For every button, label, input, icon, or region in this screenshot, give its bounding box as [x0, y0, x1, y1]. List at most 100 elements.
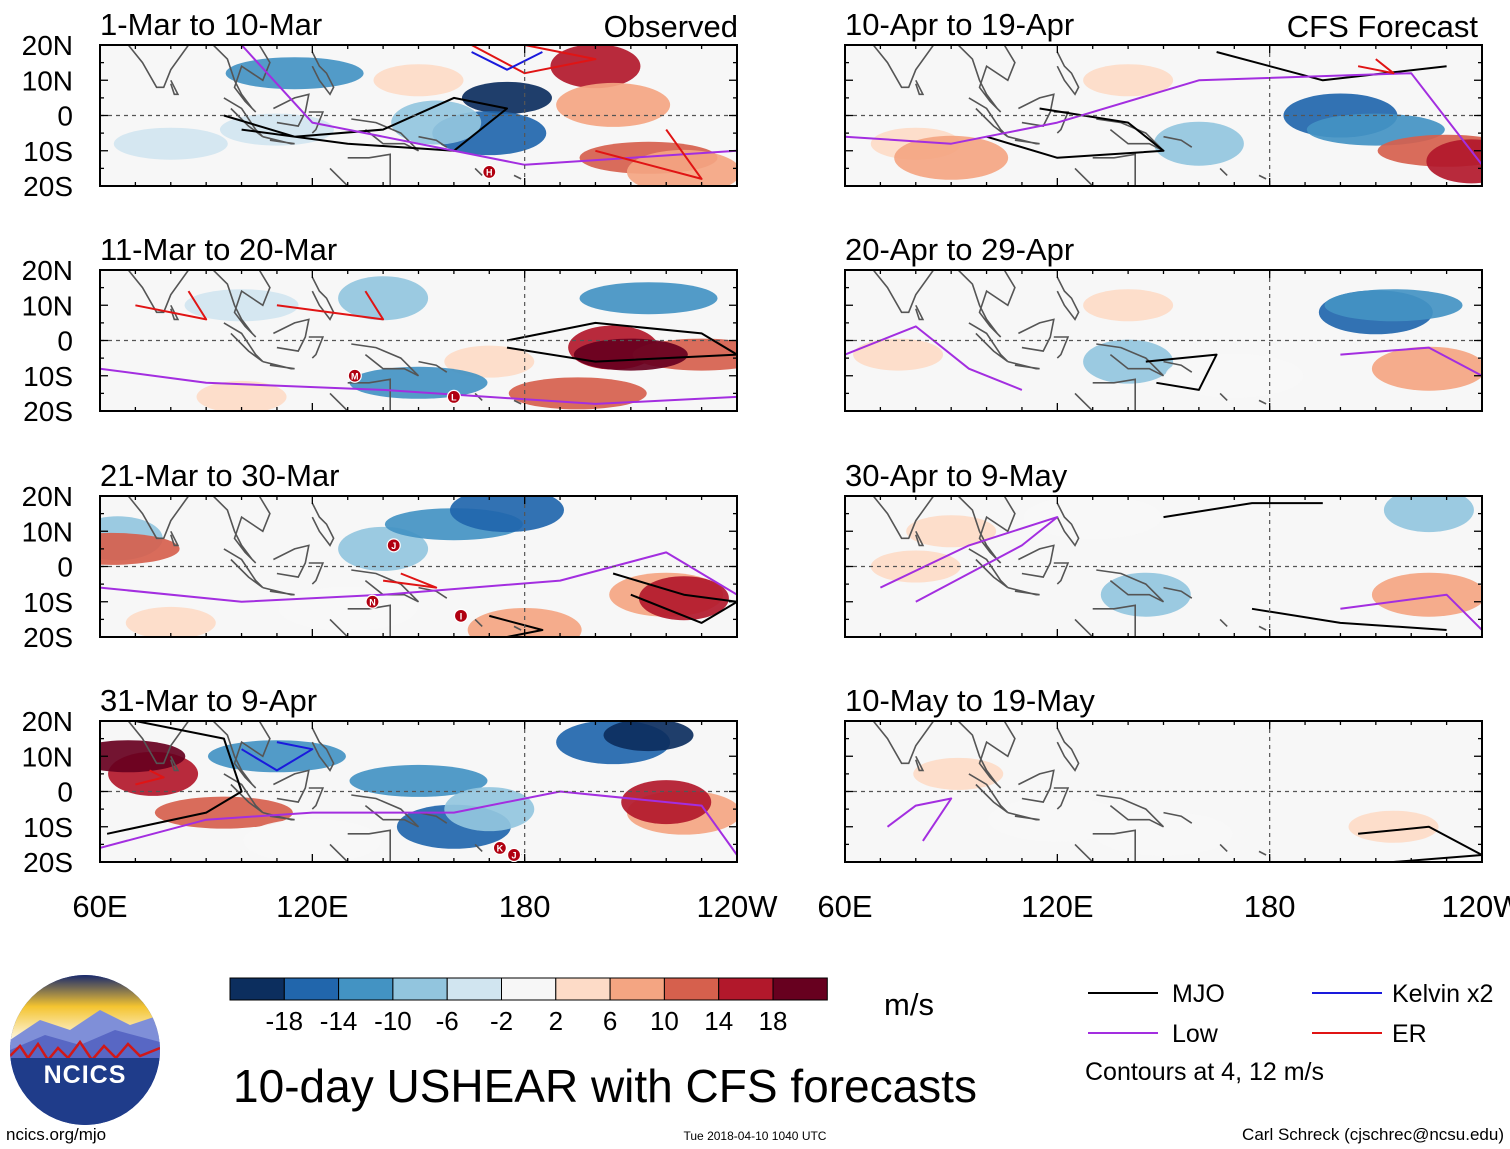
shear-anomaly-region	[550, 45, 641, 89]
map-panel: 31-Mar to 9-Apr	[99, 683, 738, 863]
coastline	[1018, 318, 1055, 352]
storm-marker: J	[506, 847, 522, 863]
panel-period-label: 31-Mar to 9-Apr	[100, 683, 317, 718]
panel-period-label: 10-May to 19-May	[845, 683, 1095, 718]
lat-tick-label: 20S	[23, 622, 73, 653]
coastline	[212, 45, 271, 113]
panel-period-label: 11-Mar to 20-Mar	[100, 232, 337, 267]
coastline	[418, 360, 448, 373]
shear-anomaly-region	[626, 149, 737, 186]
figure-title: 10-day USHEAR with CFS forecasts	[233, 1060, 977, 1112]
coastline	[1258, 625, 1267, 631]
coastline	[872, 270, 935, 314]
coastline	[351, 794, 420, 828]
coastline	[513, 625, 522, 631]
colorbar-swatch	[229, 977, 285, 1001]
coastline	[1053, 336, 1070, 359]
wave-contour	[100, 551, 737, 603]
panel-period-label: 20-Apr to 29-Apr	[845, 232, 1074, 267]
shear-anomaly-region	[196, 380, 287, 411]
shear-anomaly-region	[1083, 64, 1174, 97]
colorbar-tick-label: 2	[549, 1006, 563, 1036]
shear-anomaly-region	[113, 127, 228, 160]
contour-legend: MJO Kelvin x2 Low ER Contours at 4, 12 m…	[1085, 980, 1493, 1086]
storm-marker-letter: J	[391, 541, 396, 551]
coastline	[915, 530, 925, 547]
storm-marker: I	[453, 608, 469, 623]
colorbar-swatch	[501, 977, 557, 1001]
coastline	[273, 544, 310, 578]
shear-anomaly-region	[1023, 496, 1162, 540]
storm-marker: K	[492, 840, 507, 856]
coastline	[262, 135, 295, 145]
coastline	[329, 153, 392, 186]
storm-marker-letter: I	[460, 611, 463, 621]
wave-contour	[1340, 346, 1482, 377]
wave-contour	[100, 367, 737, 405]
shear-anomaly-region	[556, 82, 671, 127]
colorbar-swatch	[392, 977, 448, 1001]
coastline	[957, 45, 1016, 113]
shear-anomaly-region	[1094, 811, 1233, 856]
shear-anomaly-region	[467, 607, 582, 637]
shear-anomaly-region	[373, 64, 464, 97]
coastline	[262, 586, 295, 596]
coastline	[170, 530, 180, 547]
colorbar-swatch	[609, 977, 665, 1001]
colorbar-swatch	[772, 977, 828, 1001]
coastline	[1053, 787, 1070, 810]
wave-contour	[135, 290, 208, 321]
panel-period-label: 1-Mar to 10-Mar	[100, 7, 322, 42]
lat-tick-label: 20N	[22, 481, 73, 512]
coastline	[1018, 544, 1055, 578]
coastline	[1258, 399, 1267, 405]
coastline	[968, 322, 1009, 363]
shear-anomaly-region	[870, 550, 961, 583]
coastline	[1096, 343, 1165, 377]
coastline	[1219, 843, 1228, 852]
coastline	[513, 399, 522, 405]
coastline	[1056, 51, 1080, 96]
coastline	[474, 843, 483, 852]
shear-anomaly-region	[603, 721, 694, 752]
coastline	[957, 270, 1016, 338]
shear-anomaly-region	[906, 515, 997, 548]
coastline	[1074, 829, 1136, 862]
wave-contour	[471, 45, 597, 75]
shear-anomaly-region	[1348, 810, 1439, 843]
coastline	[1163, 586, 1193, 599]
shear-anomaly-region	[988, 797, 1127, 842]
colorbar-tick-label: 14	[704, 1006, 733, 1036]
column-label-forecast: CFS Forecast	[1287, 9, 1479, 44]
legend-label-low: Low	[1172, 1020, 1219, 1048]
lat-tick-label: 0	[57, 326, 73, 357]
wave-contour	[1340, 593, 1482, 631]
coastline	[212, 270, 271, 338]
coastline	[127, 45, 190, 89]
shear-anomaly-region	[461, 81, 552, 114]
lat-tick-label: 10N	[22, 65, 73, 96]
coastline	[1056, 502, 1080, 547]
map-panel: 11-Mar to 20-Mar	[99, 232, 738, 412]
shear-anomaly-region	[1371, 346, 1482, 391]
coastline	[351, 118, 420, 152]
shear-anomaly-region	[207, 740, 346, 773]
footer-url[interactable]: ncics.org/mjo	[6, 1125, 106, 1144]
shear-anomaly-region	[1324, 289, 1463, 322]
lat-tick-label: 20N	[22, 706, 73, 737]
lat-tick-label: 20S	[23, 847, 73, 878]
shear-anomaly-region	[184, 289, 299, 322]
map-panel: 10-Apr to 19-Apr	[844, 7, 1483, 187]
coastline	[262, 360, 295, 370]
coastline	[223, 97, 264, 138]
shear-anomaly-region	[338, 526, 429, 571]
storm-marker: M	[347, 368, 362, 383]
shear-anomaly-region	[125, 606, 216, 637]
colorbar-tick-label: 10	[650, 1006, 679, 1036]
lon-tick-label: 120E	[276, 889, 348, 924]
wave-contour	[1145, 353, 1218, 391]
coastline	[1074, 153, 1136, 186]
wave-contour	[845, 72, 1482, 166]
storm-marker-letter: N	[369, 597, 376, 607]
map-panel: 30-Apr to 9-May	[844, 458, 1483, 638]
